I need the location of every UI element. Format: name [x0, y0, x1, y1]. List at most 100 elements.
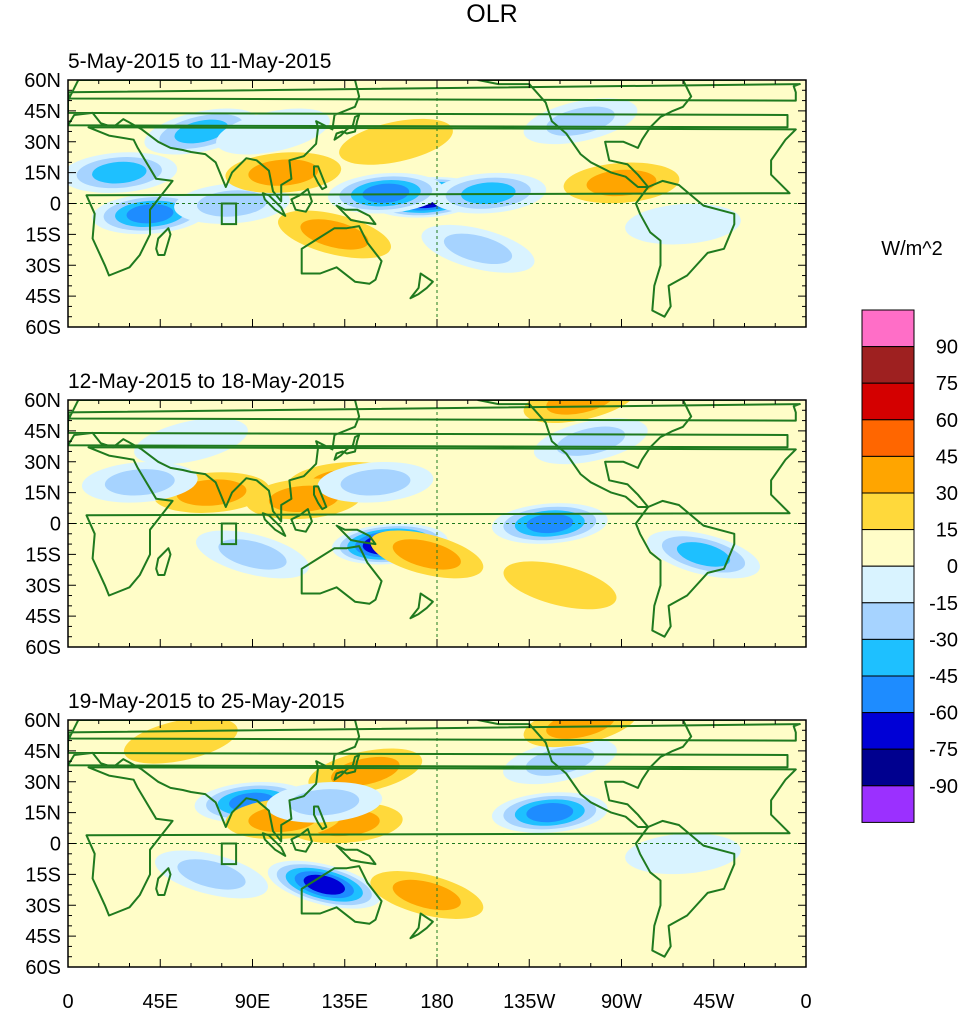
coastline-madagascar	[155, 547, 172, 576]
anomaly-contour	[92, 161, 147, 184]
coastline-namerica	[477, 400, 693, 508]
y-tick-label: 30N	[24, 772, 61, 794]
coastline-borneo	[290, 828, 313, 853]
chart-title: OLR	[466, 0, 517, 28]
y-tick-label: 0	[50, 834, 61, 856]
y-tick-label: 45N	[24, 421, 61, 443]
anomaly-2-8	[81, 461, 198, 503]
anomaly-contour	[104, 469, 175, 496]
coastline-borneo	[290, 188, 313, 213]
coastline-philippines	[313, 805, 328, 831]
x-tick-label: 90E	[235, 991, 271, 1013]
x-axis-labels: 0 45E 90E 135E 180 135W 90W 45W 0	[62, 991, 811, 1013]
panel-title-1: 5-May-2015 to 11-May-2015	[68, 50, 331, 73]
anomaly-1-2	[327, 172, 444, 214]
olr-field-1	[68, 80, 806, 327]
coastline-philippines	[313, 165, 328, 191]
colorbar-swatch	[861, 602, 915, 640]
colorbar-label: 15	[936, 520, 958, 542]
colorbar: W/m^2 90 75 60 45 30 15 0 -15 -30 -45 -60 -75 -90	[861, 238, 958, 823]
y-tick-label: 0	[50, 194, 61, 216]
coastline-nz	[409, 592, 434, 620]
y-tick-label: 30S	[25, 255, 61, 277]
colorbar-swatch	[861, 455, 915, 494]
colorbar-label: -15	[929, 593, 958, 615]
anomaly-3-8	[370, 871, 484, 919]
y-tick-label: 45S	[25, 926, 61, 948]
y-tick-label: 60S	[25, 637, 61, 659]
anomaly-contour	[123, 720, 238, 764]
x-tick-label: 0	[800, 991, 811, 1013]
coastline-newguinea	[335, 204, 377, 226]
ticks-1	[67, 79, 807, 328]
region-box	[220, 842, 238, 866]
colorbar-swatch	[861, 712, 915, 750]
coastline-samerica	[634, 179, 736, 318]
coastline-uk	[68, 83, 801, 102]
x-tick-label: 180	[420, 991, 453, 1013]
anomaly-contour	[676, 542, 731, 567]
y-tick-label: 30S	[25, 575, 61, 597]
anomaly-1-11	[216, 108, 330, 155]
anomaly-contour	[177, 859, 246, 890]
anomaly-contour	[443, 233, 513, 264]
coastline-nz	[409, 912, 434, 940]
anomaly-2-14	[503, 561, 617, 610]
panels-layer: 5-May-2015 to 11-May-2015 60N 45N 30N 15N 0 15…	[24, 50, 807, 979]
colorbar-swatch	[861, 748, 915, 787]
x-tick-label: 45E	[143, 991, 179, 1013]
anomaly-1-5	[68, 152, 178, 193]
anomaly-3-1	[491, 792, 608, 833]
anomaly-contour	[392, 879, 461, 911]
ticks-3	[67, 719, 807, 968]
colorbar-swatch	[861, 529, 915, 567]
y-tick-label: 60S	[25, 317, 61, 339]
anomaly-2-13	[317, 461, 434, 503]
coastline-australia	[300, 865, 383, 925]
anomaly-contour	[218, 539, 287, 570]
coastline-australia	[300, 225, 383, 285]
anomaly-contour	[216, 108, 330, 155]
coastline-samerica	[634, 499, 736, 638]
anomaly-contour	[289, 789, 360, 816]
anomaly-3-3	[267, 860, 381, 909]
panel-title-2: 12-May-2015 to 18-May-2015	[68, 370, 345, 393]
ticks-2	[67, 399, 807, 648]
anomaly-contour	[339, 118, 453, 165]
anomaly-contour	[392, 539, 461, 570]
map-panel-3: 19-May-2015 to 25-May-2015 60N 45N 30N 15N 0 1…	[24, 690, 807, 979]
colorbar-label: -75	[929, 739, 958, 761]
colorbar-swatch	[861, 638, 915, 677]
anomaly-contour	[546, 720, 615, 739]
colorbar-label: -60	[929, 703, 958, 725]
coastline-newguinea	[335, 524, 377, 546]
anomaly-2-6	[647, 530, 760, 579]
colorbar-label: 45	[936, 446, 958, 468]
coastline-philippines	[313, 485, 328, 511]
region-box	[220, 522, 238, 546]
colorbar-swatch	[861, 309, 915, 348]
coastline-newguinea	[335, 844, 377, 866]
y-tick-label: 45S	[25, 286, 61, 308]
coastline-japan	[333, 754, 361, 781]
colorbar-swatch	[861, 492, 915, 531]
y-tick-label: 15N	[24, 803, 61, 825]
colorbar-label: -45	[929, 666, 958, 688]
y-tick-label: 45N	[24, 101, 61, 123]
y-tick-label: 30N	[24, 132, 61, 154]
coastline-uk	[68, 403, 801, 422]
colorbar-label: 60	[936, 410, 958, 432]
y-tick-label: 45S	[25, 606, 61, 628]
coastline-namerica	[477, 720, 693, 828]
region-box	[220, 202, 238, 226]
anomaly-contour	[330, 756, 400, 787]
anomaly-contour	[134, 418, 248, 465]
anomaly-contour	[526, 802, 574, 823]
colorbar-swatch	[861, 346, 915, 384]
coastline-greenland	[682, 400, 746, 401]
coastline-samerica	[634, 819, 736, 958]
coastline-japan	[333, 434, 361, 461]
anomaly-2-12	[134, 418, 248, 465]
anomaly-contour	[303, 874, 345, 895]
colorbar-label: 30	[936, 483, 958, 505]
